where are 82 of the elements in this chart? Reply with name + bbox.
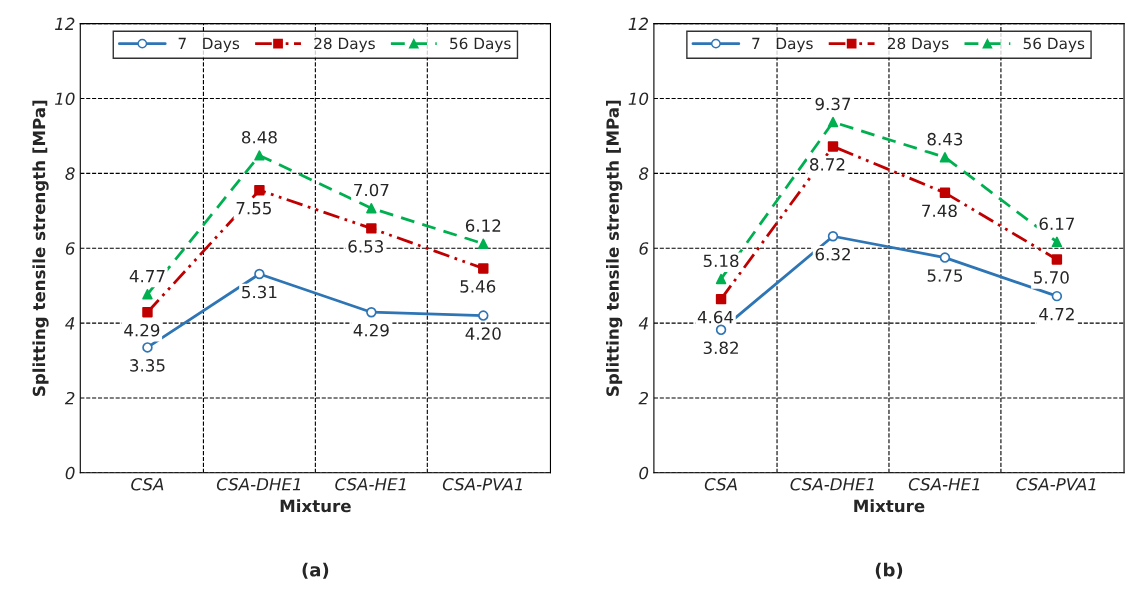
point [254,150,265,161]
legend-label: 28 Days [887,37,949,53]
y-axis-title: Splitting tensile strength [MPa] [606,100,623,396]
y-tick-label: 2 [64,391,75,405]
y-tick-label: 12 [628,17,648,30]
point [142,306,153,318]
point [478,238,489,249]
point [939,152,951,163]
legend-label: 56 Days [450,37,511,53]
data-label: 4.29 [124,323,160,337]
data-label: 6.12 [465,219,501,232]
data-label: 5.75 [927,269,963,282]
data-label: 4.29 [353,323,389,337]
data-label: 5.46 [460,280,496,293]
y-tick-label: 2 [638,391,648,405]
point [1051,290,1063,302]
data-label: 4.64 [697,310,734,324]
legend-label: 56 Days [1023,37,1085,53]
data-label: 7.55 [236,202,271,215]
point [939,187,951,199]
x-tick-label: CSA [704,477,737,491]
point [478,310,489,321]
y-tick-label: 0 [65,466,75,480]
data-label: 4.72 [1039,307,1074,321]
data-label: 6.32 [815,247,850,261]
y-tick-label: 10 [55,92,75,106]
x-tick-label: CSA [131,477,164,491]
point [827,141,839,152]
legend-label: 7 Days [752,37,813,53]
data-label: 8.43 [927,132,963,146]
data-label: 7.07 [354,183,389,197]
point [478,263,489,274]
y-tick-label: 10 [628,92,649,106]
data-label: 8.72 [810,158,845,171]
data-label: 6.53 [348,240,384,253]
y-tick-label: 6 [639,242,649,255]
point [715,293,727,305]
data-label: 7.48 [922,204,957,218]
data-label: 5.31 [242,285,277,299]
x-axis-title: Mixture [854,499,925,513]
point [366,202,377,214]
data-label: 8.48 [241,130,277,144]
data-label: 5.70 [1034,271,1069,284]
legend-label: 7 Days [178,37,240,53]
data-label: 9.37 [815,97,851,111]
point [366,306,377,318]
data-label: 4.20 [465,327,501,340]
x-axis-title: Mixture [280,499,351,513]
point [142,289,153,300]
y-tick-label: 8 [638,167,649,180]
point [254,184,265,196]
y-tick-label: 0 [639,466,649,480]
y-tick-label: 4 [638,317,648,330]
y-tick-label: 6 [65,242,75,255]
point [142,342,153,353]
data-label: 3.35 [130,359,165,372]
point [366,223,377,234]
legend-label: 28 Days [314,37,375,53]
x-tick-label: CSA-DHE1 [216,477,301,491]
y-tick-label: 4 [65,317,75,330]
text: (a) [302,562,329,579]
y-tick-label: 8 [65,167,75,180]
data-label: 5.18 [703,254,739,268]
x-tick-label: CSA-HE1 [908,477,980,491]
data-label: 3.82 [703,341,738,355]
point [1051,236,1063,248]
data-label: 4.77 [129,270,165,283]
y-tick-label: 12 [55,17,75,30]
point [715,273,727,285]
text: (b) [875,562,903,579]
point [827,116,839,128]
x-tick-label: CSA-DHE1 [790,477,874,491]
point [827,231,839,242]
x-tick-label: CSA-PVA1 [442,477,522,491]
x-tick-label: CSA-HE1 [335,477,406,491]
point [1051,254,1063,265]
y-axis-title: Splitting tensile strength [MPa] [32,100,49,396]
point [254,268,265,280]
x-tick-label: CSA-PVA1 [1016,477,1096,491]
point [939,252,951,263]
point [715,324,727,336]
data-label: 6.17 [1039,217,1075,231]
